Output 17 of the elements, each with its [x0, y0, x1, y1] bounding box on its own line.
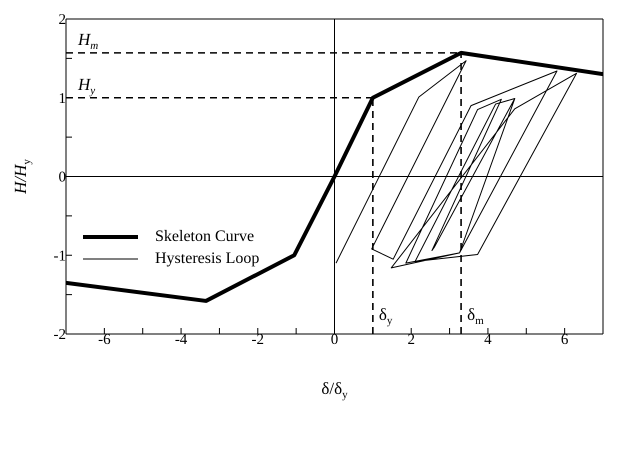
- x-tick-label: -4: [174, 332, 188, 348]
- legend-label: Skeleton Curve: [155, 228, 254, 246]
- ref-line-label: δ$_{m}$: [467, 305, 484, 327]
- ref-line-label: δ$_{y}$: [378, 305, 393, 327]
- x-axis-title: δ/δ$_{y}$: [321, 379, 348, 401]
- ref-line-label: H$_{y}$: [77, 74, 96, 97]
- x-tick-label: -2: [252, 332, 264, 348]
- x-tick-label: 4: [484, 332, 492, 348]
- y-tick-label: 2: [58, 12, 66, 28]
- y-tick-label: -1: [54, 248, 66, 264]
- ref-line-label: H$_{m}$: [77, 30, 98, 52]
- y-tick-label: 0: [58, 170, 66, 186]
- y-tick-label: 1: [58, 90, 66, 107]
- x-tick-label: 0: [330, 332, 338, 348]
- legend-label: Hysteresis Loop: [155, 250, 260, 268]
- x-tick-label: -6: [98, 332, 112, 348]
- x-tick-label: 6: [560, 332, 569, 348]
